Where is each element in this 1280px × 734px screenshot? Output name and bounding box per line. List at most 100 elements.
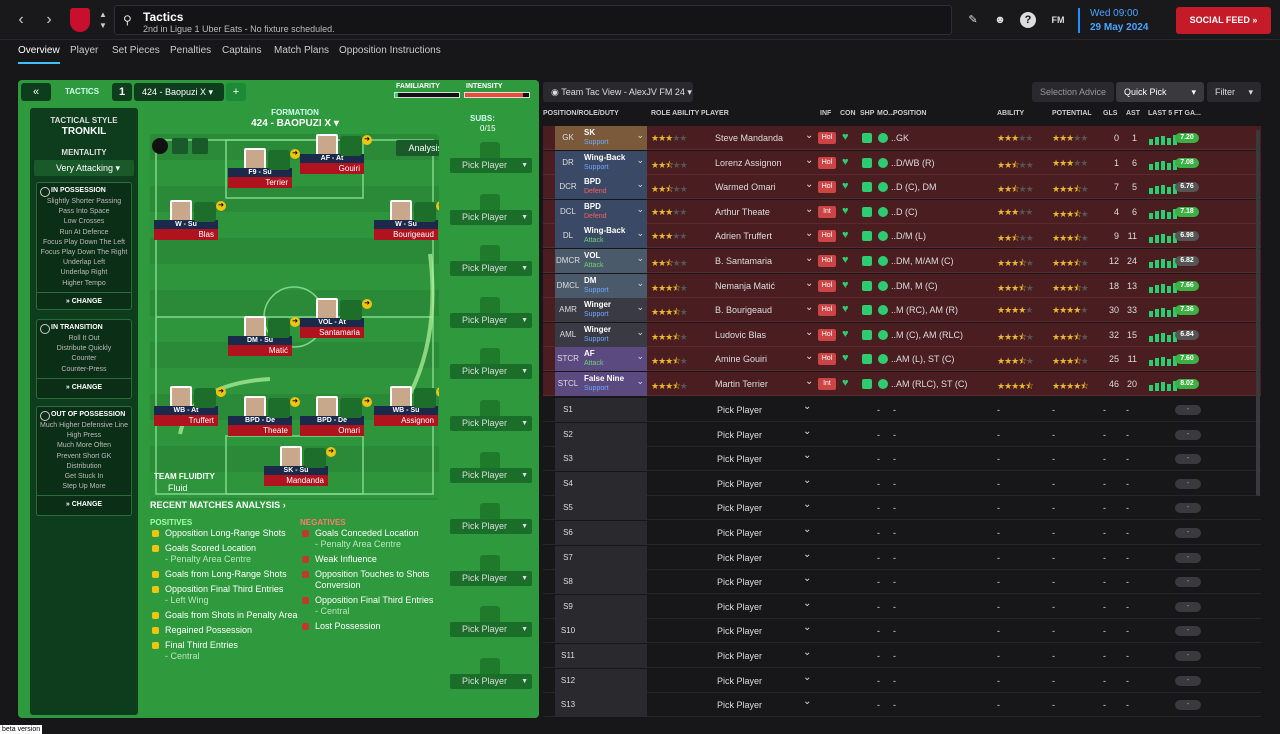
pick-player-dropdown[interactable]: Pick Player ⌄ — [717, 570, 811, 594]
empty-sub-slot[interactable] — [340, 136, 362, 156]
in-possession-box[interactable]: IN POSSESSION Slightly Shorter Passing Pa… — [36, 182, 132, 310]
pick-player-dropdown[interactable]: Pick Player ⌄ — [717, 472, 811, 496]
squad-row[interactable]: STCR AF Attack ⌄ ★★★⯪★ Amine Gouiri ⌄ Hol ♥ ..AM … — [543, 347, 1261, 372]
col-player[interactable]: PLAYER — [701, 110, 729, 117]
pick-player-dropdown[interactable]: Pick Player ▼ — [450, 209, 532, 225]
out-of-possession-box[interactable]: OUT OF POSSESSION Much Higher Defensive … — [36, 406, 132, 516]
pitch-player[interactable]: SK - Su Mandanda — [264, 446, 328, 486]
tab-opposition-instructions[interactable]: Opposition Instructions — [339, 45, 441, 56]
player-name-cell[interactable]: Arthur Theate — [715, 200, 770, 224]
squad-row[interactable]: DL Wing-Back Attack ⌄ ★★★★★ Adrien Truffert ⌄ H… — [543, 224, 1261, 249]
tab-set-pieces[interactable]: Set Pieces — [112, 45, 160, 56]
player-name-cell[interactable]: Lorenz Assignon — [715, 151, 782, 175]
analysis-button[interactable]: Analysis — [396, 140, 439, 156]
player-name-cell[interactable]: Steve Mandanda — [715, 126, 783, 150]
sub-row[interactable]: S4 Pick Player ⌄ - - - - - - - — [543, 471, 1261, 496]
selection-advice-button[interactable]: Selection Advice — [1032, 82, 1114, 102]
pitch-player[interactable]: DM - Su Matić — [228, 316, 292, 356]
sub-row[interactable]: S5 Pick Player ⌄ - - - - - - - — [543, 496, 1261, 521]
quick-pick-button[interactable]: Quick Pick ▾ — [1116, 82, 1204, 102]
pick-player-dropdown[interactable]: Pick Player ▼ — [450, 519, 532, 535]
club-crest-icon[interactable] — [70, 8, 90, 32]
tab-overview[interactable]: Overview — [18, 45, 60, 64]
squad-row[interactable]: DCL BPD Defend ⌄ ★★★★★ Arthur Theate ⌄ Int ♥ ..D … — [543, 199, 1261, 224]
pitch-player[interactable]: VOL - At Santamaria — [300, 298, 364, 338]
col-shp[interactable]: SHP — [860, 110, 875, 117]
player-name-cell[interactable]: Adrien Truffert — [715, 224, 772, 248]
sub-row[interactable]: S1 Pick Player ⌄ - - - - - - - — [543, 398, 1261, 422]
squad-row[interactable]: AMR Winger Support ⌄ ★★★⯪★ B. Bourigeaud ⌄ Hol ♥… — [543, 298, 1261, 323]
col-position-role-duty[interactable]: POSITION/ROLE/DUTY — [543, 110, 619, 117]
empty-sub-slot[interactable] — [340, 300, 362, 320]
empty-sub-slot[interactable] — [268, 150, 290, 170]
sub-row[interactable]: S6 Pick Player ⌄ - - - - - - - — [543, 521, 1261, 545]
table-scrollbar[interactable] — [1256, 130, 1260, 496]
forward-arrow-icon[interactable]: › — [46, 11, 52, 28]
help-icon[interactable]: ? — [1020, 12, 1036, 28]
manager-icon[interactable]: ☻ — [994, 14, 1006, 26]
empty-sub-slot[interactable] — [194, 202, 216, 222]
filter-button[interactable]: Filter ▾ — [1207, 82, 1261, 102]
sub-row[interactable]: S9 Pick Player ⌄ - - - - - - - — [543, 594, 1261, 619]
empty-sub-slot[interactable] — [414, 202, 436, 222]
recent-matches-title[interactable]: RECENT MATCHES ANALYSIS › — [150, 500, 286, 510]
out-of-possession-change-button[interactable]: » CHANGE — [37, 495, 131, 513]
col-potential[interactable]: POTENTIAL — [1052, 110, 1092, 117]
empty-sub-slot[interactable] — [340, 398, 362, 418]
player-name-cell[interactable]: B. Bourigeaud — [715, 298, 772, 322]
col-gls[interactable]: GLS — [1103, 110, 1118, 117]
col-mo[interactable]: MO... — [877, 110, 895, 117]
pitch[interactable]: Analysis F9 - Su Terrier ➜ AF - At Gouiri ➜ W … — [150, 134, 439, 500]
pick-player-dropdown[interactable]: Pick Player ▼ — [450, 467, 532, 483]
pitch-player[interactable]: BPD - De Omari — [300, 396, 364, 436]
pick-player-dropdown[interactable]: Pick Player ▼ — [450, 674, 532, 689]
pick-player-dropdown[interactable]: Pick Player ▼ — [450, 622, 532, 638]
squad-row[interactable]: DMCR VOL Attack ⌄ ★★⯪★★ B. Santamaria ⌄ Hol ♥ ..D… — [543, 249, 1261, 273]
col-role-ability[interactable]: ROLE ABILITY — [651, 110, 700, 117]
collapse-button[interactable]: « — [21, 83, 51, 101]
pitch-player[interactable]: W - Su Blas — [154, 200, 218, 240]
game-date[interactable]: Wed 09:00 29 May 2024 — [1078, 8, 1148, 33]
formation-dropdown[interactable]: 424 - BAOPUZI X ▾ — [251, 118, 339, 129]
pick-player-dropdown[interactable]: Pick Player ▼ — [450, 570, 532, 586]
sub-row[interactable]: S7 Pick Player ⌄ - - - - - - - — [543, 545, 1261, 570]
col-ast[interactable]: AST — [1126, 110, 1140, 117]
add-tactic-button[interactable]: + — [226, 83, 246, 101]
col-position[interactable]: POSITION — [893, 110, 927, 117]
pitch-player[interactable]: WB - Su Assignon — [374, 386, 438, 426]
pick-player-dropdown[interactable]: Pick Player ▼ — [450, 312, 532, 328]
download-icon[interactable] — [192, 138, 208, 154]
role-duty-cell[interactable]: BPD Defend ⌄ — [581, 199, 647, 224]
pick-player-dropdown[interactable]: Pick Player ⌄ — [717, 644, 811, 668]
pick-player-dropdown[interactable]: Pick Player ⌄ — [717, 447, 811, 471]
pick-player-dropdown[interactable]: Pick Player ▼ — [450, 261, 532, 277]
pitch-player[interactable]: BPD - De Theate — [228, 396, 292, 436]
squad-row[interactable]: DMCL DM Support ⌄ ★★★⯪★ Nemanja Matić ⌄ Hol ♥ ..D… — [543, 273, 1261, 298]
player-name-cell[interactable]: Martin Terrier — [715, 372, 768, 396]
pick-player-dropdown[interactable]: Pick Player ⌄ — [717, 521, 811, 545]
role-duty-cell[interactable]: Winger Support ⌄ — [581, 322, 647, 347]
tab-penalties[interactable]: Penalties — [170, 45, 212, 56]
squad-row[interactable]: DR Wing-Back Support ⌄ ★★⯪★★ Lorenz Assignon ⌄… — [543, 150, 1261, 175]
player-name-cell[interactable]: Nemanja Matić — [715, 274, 775, 298]
in-transition-box[interactable]: IN TRANSITION Roll It Out Distribute Quic… — [36, 319, 132, 399]
pitch-player[interactable]: F9 - Su Terrier — [228, 148, 292, 188]
fm-menu-button[interactable]: FM — [1051, 15, 1065, 25]
squad-row[interactable]: GK SK Support ⌄ ★★★★★ Steve Mandanda ⌄ Hol ♥ ..GK… — [543, 126, 1261, 150]
role-duty-cell[interactable]: BPD Defend ⌄ — [581, 175, 647, 200]
pitch-player[interactable]: AF - At Gouiri — [300, 134, 364, 174]
player-info-icon[interactable] — [152, 138, 168, 154]
sub-row[interactable]: S2 Pick Player ⌄ - - - - - - - — [543, 422, 1261, 447]
pick-player-dropdown[interactable]: Pick Player ⌄ — [717, 595, 811, 619]
pick-player-dropdown[interactable]: Pick Player ⌄ — [717, 693, 811, 717]
squad-row[interactable]: STCL False Nine Support ⌄ ★★★⯪★ Martin Terrie… — [543, 372, 1261, 396]
pick-player-dropdown[interactable]: Pick Player ⌄ — [717, 619, 811, 643]
pick-player-dropdown[interactable]: Pick Player ⌄ — [717, 546, 811, 570]
pick-player-dropdown[interactable]: Pick Player ⌄ — [717, 398, 811, 422]
role-duty-cell[interactable]: Wing-Back Support ⌄ — [581, 150, 647, 175]
player-name-cell[interactable]: B. Santamaria — [715, 249, 772, 273]
player-name-cell[interactable]: Warmed Omari — [715, 175, 776, 199]
empty-sub-slot[interactable] — [268, 318, 290, 338]
social-feed-button[interactable]: SOCIAL FEED » — [1176, 7, 1271, 34]
tab-player[interactable]: Player — [70, 45, 99, 56]
